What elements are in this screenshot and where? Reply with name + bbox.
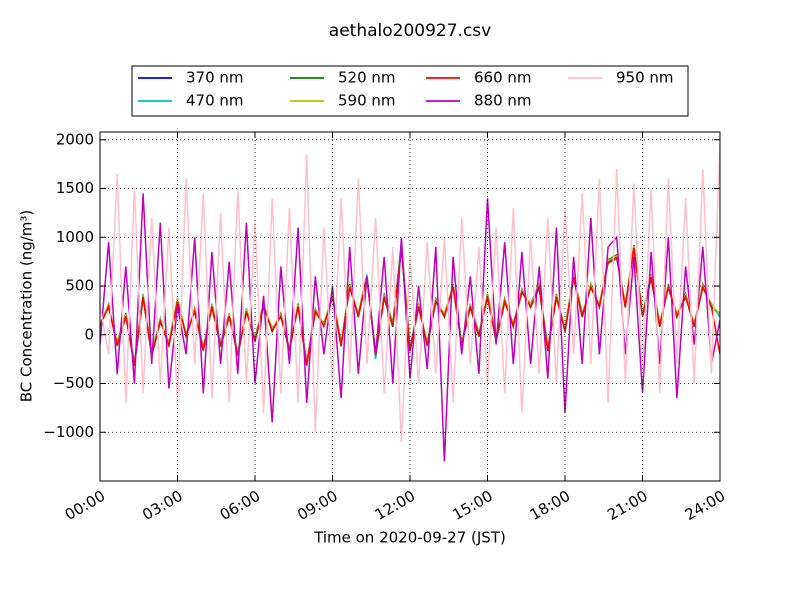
legend-label: 370 nm	[186, 69, 244, 87]
x-tick-label: 09:00	[294, 487, 340, 524]
x-tick-label: 06:00	[217, 487, 263, 524]
legend-label: 880 nm	[474, 92, 532, 110]
x-tick-label: 00:00	[62, 487, 108, 524]
x-tick-label: 24:00	[682, 487, 728, 524]
legend-label: 660 nm	[474, 69, 532, 87]
y-tick-label: 2000	[56, 130, 94, 148]
y-axis-label: BC Concentration (ng/m³)	[18, 210, 36, 403]
legend-label: 470 nm	[186, 92, 244, 110]
y-tick-label: 1500	[56, 179, 94, 197]
x-tick-label: 03:00	[139, 487, 185, 524]
y-tick-label: −1000	[43, 423, 94, 441]
x-tick-label: 18:00	[527, 487, 573, 524]
x-axis-label: Time on 2020-09-27 (JST)	[313, 529, 506, 547]
y-tick-label: −500	[53, 374, 94, 392]
y-tick-label: 500	[65, 277, 94, 295]
x-tick-label: 15:00	[449, 487, 495, 524]
legend	[131, 65, 689, 117]
legend-label: 520 nm	[338, 69, 396, 87]
series-line	[100, 247, 720, 366]
x-tick-label: 12:00	[372, 487, 418, 524]
x-tick-label: 21:00	[604, 487, 650, 524]
legend-label: 950 nm	[616, 69, 674, 87]
y-tick-label: 0	[84, 325, 94, 343]
chart-title: aethalo200927.csv	[329, 21, 491, 41]
y-tick-label: 1000	[56, 228, 94, 246]
legend-label: 590 nm	[338, 92, 396, 110]
